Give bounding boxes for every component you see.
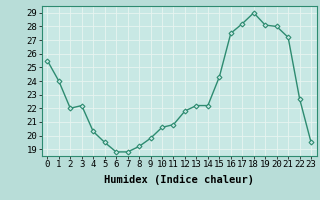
X-axis label: Humidex (Indice chaleur): Humidex (Indice chaleur) (104, 175, 254, 185)
